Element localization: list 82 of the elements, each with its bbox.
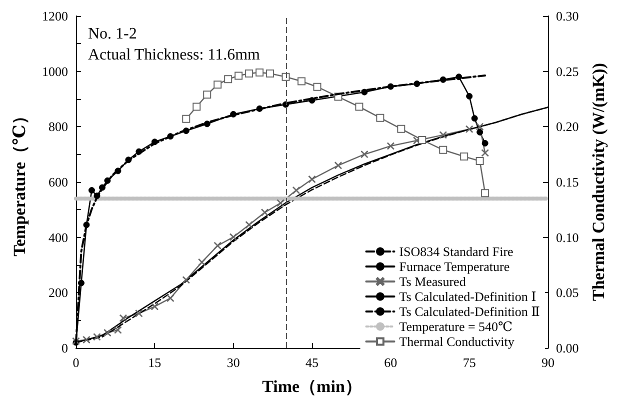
point [230, 233, 238, 241]
legend-label: Ts Calculated-Definition Ⅰ [399, 289, 536, 304]
y-tick-label: 600 [48, 174, 68, 190]
point [276, 199, 284, 207]
point [386, 142, 394, 150]
point [82, 336, 90, 344]
point [245, 221, 253, 229]
point [418, 136, 426, 144]
x-tick-label: 90 [542, 355, 554, 370]
y-axis-title: Temperature（℃） [10, 108, 29, 256]
annotation: No. 1-2 [88, 26, 137, 42]
point [214, 242, 222, 250]
legend-label: Temperature = 540℃ [399, 319, 513, 334]
point [214, 80, 222, 89]
y2-tick-label: 0.20 [556, 119, 579, 134]
x-tick-label: 0 [72, 355, 80, 370]
y2-tick-label: 0.25 [556, 64, 579, 79]
point [439, 146, 448, 154]
point [292, 186, 300, 194]
point [261, 208, 269, 216]
point [166, 294, 174, 302]
point [203, 90, 212, 99]
y-tick-label: 0 [62, 340, 68, 356]
point [308, 175, 316, 183]
point [182, 114, 190, 123]
point [256, 68, 264, 76]
y2-tick-label: 0.00 [556, 340, 579, 356]
y-tick-label: 1200 [42, 8, 68, 24]
y2-tick-label: 0.05 [556, 285, 579, 300]
point [114, 326, 122, 334]
point [266, 70, 274, 78]
x-tick-label: 30 [226, 355, 240, 370]
point [439, 131, 447, 139]
x-tick-label: 45 [306, 355, 318, 370]
point [471, 115, 478, 122]
point [376, 114, 384, 122]
y2-tick-label: 0.10 [556, 230, 579, 245]
legend-label: Thermal Conductivity [399, 334, 515, 349]
point [150, 302, 158, 310]
point [482, 140, 488, 147]
y2-tick-label: 0.15 [556, 174, 579, 190]
y-tick-label: 800 [48, 119, 68, 134]
y-tick-label: 1000 [42, 64, 68, 79]
point [198, 258, 206, 266]
y2-tick-label: 0.30 [556, 8, 579, 24]
point [88, 187, 95, 194]
point [466, 92, 473, 100]
point [93, 333, 101, 341]
y-tick-label: 200 [48, 285, 68, 300]
point [119, 314, 127, 322]
annotation: Actual Thickness: 11.6mm [88, 46, 261, 64]
point [476, 156, 484, 165]
point [481, 149, 489, 157]
y2-axis-title: Thermal Conductivity (W/(mK)) [589, 63, 608, 301]
y-tick-label: 400 [48, 230, 68, 245]
point [355, 102, 364, 111]
point [224, 75, 232, 84]
point [460, 152, 468, 161]
x-axis-title: Time（min） [262, 377, 362, 396]
point [360, 150, 368, 158]
legend-label: Furnace Temperature [399, 259, 510, 274]
x-tick-label: 15 [148, 355, 162, 370]
point [466, 125, 474, 133]
point [298, 77, 306, 86]
point [476, 122, 484, 130]
point [135, 310, 143, 318]
x-tick-label: 60 [384, 355, 398, 370]
point [182, 276, 190, 284]
point [476, 128, 484, 136]
x-tick-label: 75 [462, 355, 476, 370]
point [334, 162, 342, 170]
point [282, 72, 290, 81]
point [234, 72, 243, 80]
point [192, 102, 201, 111]
legend-label: ISO834 Standard Fire [399, 244, 514, 259]
point [481, 189, 490, 198]
legend-label: Ts Calculated-Definition Ⅱ [399, 304, 540, 319]
point [104, 329, 112, 337]
point [397, 124, 406, 133]
legend-label: Ts Measured [399, 274, 466, 289]
point [245, 70, 254, 78]
point [313, 82, 322, 91]
